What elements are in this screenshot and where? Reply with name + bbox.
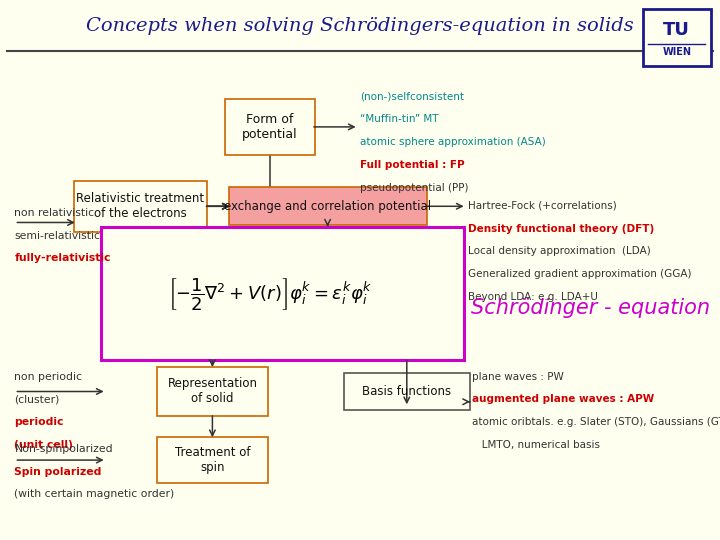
Text: Relativistic treatment
of the electrons: Relativistic treatment of the electrons (76, 192, 204, 220)
Text: Beyond LDA: e.g. LDA+U: Beyond LDA: e.g. LDA+U (468, 292, 598, 302)
Text: exchange and correlation potential: exchange and correlation potential (224, 200, 431, 213)
Text: (cluster): (cluster) (14, 394, 60, 404)
FancyBboxPatch shape (156, 437, 268, 483)
Text: Concepts when solving Schrödingers-equation in solids: Concepts when solving Schrödingers-equat… (86, 17, 634, 35)
Text: pseudopotential (PP): pseudopotential (PP) (360, 183, 469, 193)
Text: $\left[-\dfrac{1}{2}\nabla^2+V(r)\right]\varphi_i^k=\varepsilon_i^k\varphi_i^k$: $\left[-\dfrac{1}{2}\nabla^2+V(r)\right]… (168, 276, 372, 312)
Text: Representation
of solid: Representation of solid (167, 377, 258, 406)
Text: (non-)selfconsistent: (non-)selfconsistent (360, 92, 464, 102)
Text: Local density approximation  (LDA): Local density approximation (LDA) (468, 246, 651, 256)
Text: WIEN: WIEN (662, 47, 691, 57)
FancyBboxPatch shape (229, 187, 426, 225)
Text: atomic oribtals. e.g. Slater (STO), Gaussians (GTO),: atomic oribtals. e.g. Slater (STO), Gaus… (472, 417, 720, 427)
FancyBboxPatch shape (344, 373, 469, 410)
FancyBboxPatch shape (156, 367, 268, 416)
Text: plane waves : PW: plane waves : PW (472, 372, 563, 382)
Text: TU: TU (663, 21, 690, 39)
Text: augmented plane waves : APW: augmented plane waves : APW (472, 394, 654, 404)
Text: (with certain magnetic order): (with certain magnetic order) (14, 489, 175, 500)
Text: atomic sphere approximation (ASA): atomic sphere approximation (ASA) (360, 137, 546, 147)
FancyBboxPatch shape (643, 9, 711, 66)
Text: “Muffin-tin” MT: “Muffin-tin” MT (360, 114, 438, 125)
Text: semi-relativistic: semi-relativistic (14, 231, 100, 241)
Text: Density functional theory (DFT): Density functional theory (DFT) (468, 224, 654, 234)
Text: Form of
potential: Form of potential (242, 113, 298, 141)
FancyBboxPatch shape (101, 227, 464, 360)
Text: (unit cell): (unit cell) (14, 440, 73, 450)
Text: Hartree-Fock (+correlations): Hartree-Fock (+correlations) (468, 201, 617, 211)
Text: LMTO, numerical basis: LMTO, numerical basis (472, 440, 600, 450)
Text: periodic: periodic (14, 417, 64, 427)
Text: Schrödinger - equation: Schrödinger - equation (471, 298, 710, 318)
Text: Basis functions: Basis functions (362, 385, 451, 398)
Text: fully-relativistic: fully-relativistic (14, 253, 111, 264)
Text: Full potential : FP: Full potential : FP (360, 160, 464, 170)
Text: Non-spinpolarized: Non-spinpolarized (14, 444, 113, 454)
FancyBboxPatch shape (225, 98, 315, 156)
Text: Spin polarized: Spin polarized (14, 467, 102, 477)
Text: non periodic: non periodic (14, 372, 82, 382)
Text: Generalized gradient approximation (GGA): Generalized gradient approximation (GGA) (468, 269, 691, 279)
FancyBboxPatch shape (74, 180, 207, 232)
Text: Treatment of
spin: Treatment of spin (175, 446, 250, 474)
Text: non relativistic: non relativistic (14, 208, 94, 218)
